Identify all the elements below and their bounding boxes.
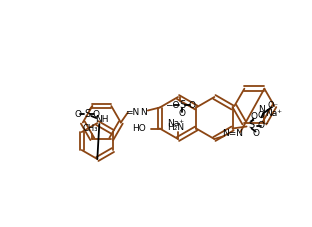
Text: HO: HO xyxy=(132,124,146,133)
Text: O: O xyxy=(252,129,259,138)
Text: O: O xyxy=(188,101,196,109)
Text: S: S xyxy=(248,121,255,131)
Text: Na⁺: Na⁺ xyxy=(168,118,184,128)
Text: S: S xyxy=(179,100,185,110)
Text: CH₃: CH₃ xyxy=(83,124,98,133)
Text: NH: NH xyxy=(95,115,109,123)
Text: O: O xyxy=(250,112,257,121)
Text: O: O xyxy=(75,110,82,118)
Text: N: N xyxy=(140,108,147,117)
Text: =N: =N xyxy=(125,108,139,117)
Text: O: O xyxy=(178,109,186,118)
Text: −O: −O xyxy=(165,101,179,109)
Text: N=N: N=N xyxy=(222,129,243,138)
Text: H₂N: H₂N xyxy=(168,123,185,131)
Text: S: S xyxy=(84,109,90,119)
Text: O: O xyxy=(258,111,265,120)
Text: O⁻: O⁻ xyxy=(258,121,270,130)
Text: Na⁺: Na⁺ xyxy=(265,109,282,118)
Text: O⁻: O⁻ xyxy=(268,101,279,110)
Text: O: O xyxy=(93,110,100,118)
Text: N: N xyxy=(258,105,265,114)
